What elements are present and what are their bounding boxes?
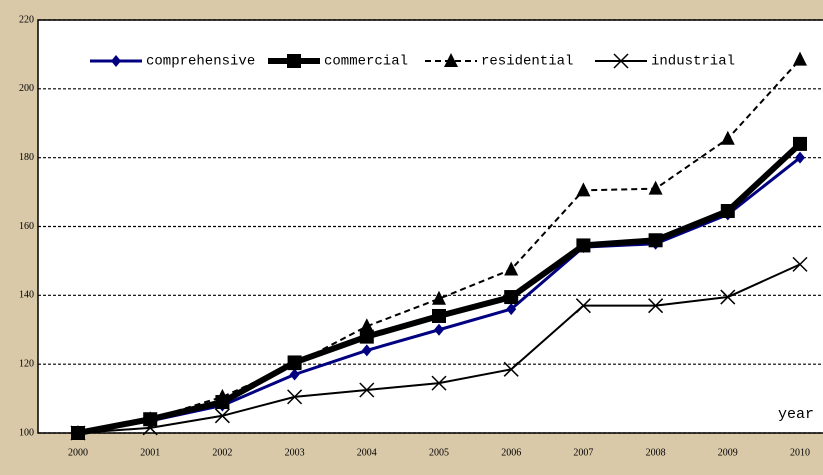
x-tick-label: 2009 xyxy=(718,447,738,458)
marker xyxy=(506,303,517,316)
y-tick-label: 180 xyxy=(19,152,34,163)
y-tick-label: 120 xyxy=(19,358,34,369)
marker xyxy=(613,53,629,69)
x-tick-label: 2001 xyxy=(140,447,160,458)
x-tick-label: 2007 xyxy=(573,447,593,458)
marker xyxy=(434,323,444,336)
series-group xyxy=(70,51,808,441)
marker xyxy=(576,182,591,197)
marker xyxy=(504,261,519,276)
marker xyxy=(143,411,158,426)
marker xyxy=(70,425,86,441)
marker xyxy=(289,368,300,381)
marker xyxy=(359,329,374,344)
marker xyxy=(576,238,591,253)
x-tick-label: 2004 xyxy=(357,447,377,458)
series-line xyxy=(77,58,801,434)
y-tick-label: 100 xyxy=(19,427,34,438)
x-axis-label: year xyxy=(778,406,814,423)
marker xyxy=(359,318,374,333)
marker xyxy=(648,298,664,314)
marker xyxy=(793,51,807,66)
marker xyxy=(214,408,230,424)
legend-label: commercial xyxy=(324,54,408,70)
marker xyxy=(142,420,158,436)
y-tick-label: 220 xyxy=(19,14,34,25)
marker xyxy=(503,361,519,377)
marker xyxy=(287,356,302,371)
legend: comprehensive commercial residential indust… xyxy=(90,53,735,70)
x-tick-label: 2005 xyxy=(429,447,449,458)
marker xyxy=(720,204,735,219)
marker xyxy=(793,136,807,151)
marker xyxy=(648,180,663,195)
y-tick-label: 200 xyxy=(19,83,34,94)
y-tick-label: 140 xyxy=(19,290,34,301)
marker xyxy=(795,151,805,164)
x-tick-label: 2008 xyxy=(646,447,666,458)
marker xyxy=(792,256,808,272)
marker xyxy=(111,55,121,67)
x-tick-label: 2003 xyxy=(285,447,305,458)
x-tick-label: 2002 xyxy=(212,447,232,458)
marker xyxy=(432,290,446,305)
marker xyxy=(361,344,372,357)
marker xyxy=(720,289,736,305)
marker xyxy=(215,388,230,403)
legend-label: comprehensive xyxy=(146,54,255,70)
marker xyxy=(444,53,458,67)
marker xyxy=(720,130,735,145)
marker xyxy=(431,375,447,391)
marker xyxy=(504,290,519,305)
legend-label: industrial xyxy=(651,54,735,70)
x-tick-label: 2010 xyxy=(790,447,810,458)
marker xyxy=(575,298,591,314)
x-tick-label: 2006 xyxy=(501,447,521,458)
y-tick-label: 160 xyxy=(19,221,34,232)
legend-label: residential xyxy=(481,54,573,70)
marker xyxy=(287,54,301,68)
marker xyxy=(648,233,663,248)
marker xyxy=(287,389,303,405)
grid xyxy=(38,19,823,434)
marker xyxy=(432,308,446,323)
marker xyxy=(359,382,375,398)
x-tick-label: 2000 xyxy=(68,447,88,458)
